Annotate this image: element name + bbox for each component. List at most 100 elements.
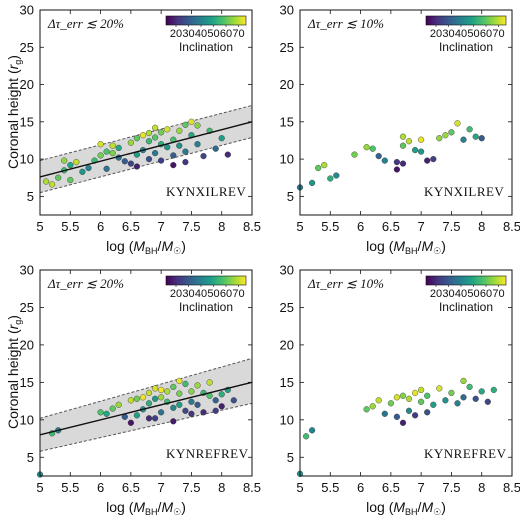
- data-point: [176, 142, 183, 149]
- colorbar-tick-label: 70: [232, 28, 244, 40]
- y-tick-label: 25: [280, 40, 294, 55]
- data-point: [472, 133, 479, 140]
- fit-line: [39, 381, 253, 436]
- data-point: [127, 419, 134, 426]
- data-point: [369, 145, 376, 152]
- colorbar-tick-label: 30: [442, 28, 454, 40]
- data-point: [412, 147, 419, 154]
- x-tick-label: 7: [418, 219, 425, 234]
- data-point: [121, 158, 128, 165]
- colorbar-tick-label: 60: [220, 288, 232, 300]
- data-point: [218, 403, 225, 410]
- data-point: [466, 383, 473, 391]
- data-point: [170, 418, 177, 425]
- data-point: [381, 410, 388, 417]
- x-tick-label: 5.5: [61, 480, 79, 495]
- error-condition-label: Δτ_err ≲ 20%: [47, 276, 124, 291]
- plot-frame: [39, 269, 253, 477]
- x-tick-label: 5: [36, 219, 43, 234]
- data-point: [176, 377, 183, 385]
- data-point: [176, 401, 183, 408]
- data-point: [460, 394, 467, 401]
- colorbar-label: Inclination: [179, 40, 233, 54]
- error-condition-label: Δτ_err ≲ 10%: [307, 16, 384, 31]
- x-tick-label: 5: [36, 480, 43, 495]
- colorbar-gradient: [425, 275, 507, 286]
- x-tick-label: 7.5: [442, 480, 460, 495]
- colorbar-tick-label: 40: [455, 28, 467, 40]
- data-point: [448, 389, 455, 397]
- data-point: [309, 179, 316, 187]
- y-axis-label: Coronal height (rg): [5, 55, 23, 169]
- data-point: [170, 152, 177, 159]
- colorbar-gradient: [425, 15, 507, 26]
- x-axis-label: log (MBH/M☉): [366, 238, 446, 256]
- data-point: [164, 144, 171, 151]
- data-point: [103, 410, 110, 417]
- data-point: [230, 397, 237, 404]
- data-point: [430, 156, 437, 163]
- data-point: [436, 385, 443, 392]
- data-point: [472, 395, 479, 402]
- y-tick-label: 10: [20, 152, 34, 167]
- data-point: [375, 153, 382, 160]
- x-tick-label: 7: [158, 480, 165, 495]
- colorbar-label: Inclination: [439, 40, 493, 54]
- data-point: [369, 403, 376, 410]
- colorbar-tick-label: 50: [207, 28, 219, 40]
- x-tick-label: 7: [158, 219, 165, 234]
- data-point: [424, 392, 431, 399]
- model-label: KYNREFREV: [424, 446, 507, 461]
- data-point: [133, 395, 141, 402]
- data-point: [418, 398, 425, 405]
- data-point: [145, 400, 153, 407]
- data-point: [424, 157, 431, 164]
- data-point: [418, 136, 425, 143]
- x-tick-label: 8: [478, 219, 485, 234]
- data-point: [133, 135, 141, 142]
- x-tick-label: 6: [357, 480, 364, 495]
- data-point: [158, 157, 165, 164]
- data-point: [109, 405, 116, 412]
- y-tick-label: 30: [20, 3, 34, 18]
- y-tick-label: 10: [280, 152, 294, 167]
- data-point: [412, 389, 419, 397]
- x-tick-label: 8: [478, 480, 485, 495]
- data-point: [176, 390, 183, 397]
- x-tick-label: 5.5: [61, 219, 79, 234]
- data-point: [327, 175, 334, 182]
- data-point: [381, 157, 388, 164]
- data-point: [182, 121, 189, 128]
- data-point: [152, 395, 159, 402]
- data-point: [127, 139, 134, 146]
- error-condition-label: Δτ_err ≲ 20%: [47, 16, 124, 31]
- x-tick-label: 8: [218, 219, 225, 234]
- x-tick-label: 5: [296, 480, 303, 495]
- data-point: [399, 160, 407, 167]
- colorbar-tick-label: 20: [170, 28, 182, 40]
- data-point: [170, 383, 177, 391]
- data-point: [212, 397, 219, 404]
- data-point: [152, 134, 159, 141]
- x-tick-label: 8.5: [243, 219, 261, 234]
- data-point: [478, 135, 485, 142]
- data-point: [399, 419, 407, 426]
- data-point: [375, 397, 382, 404]
- data-point: [158, 129, 165, 136]
- band-upper-edge: [39, 104, 253, 162]
- data-point: [188, 388, 195, 395]
- data-point: [466, 126, 473, 133]
- model-label: KYNXILREV: [166, 184, 246, 199]
- data-point: [418, 386, 425, 394]
- y-tick-label: 30: [20, 263, 34, 278]
- error-condition-label: Δτ_err ≲ 10%: [307, 276, 384, 291]
- colorbar-tick-label: 60: [220, 28, 232, 40]
- data-point: [109, 150, 116, 157]
- model-label: KYNREFREV: [166, 446, 249, 461]
- y-tick-label: 15: [280, 114, 294, 129]
- x-tick-label: 6.5: [382, 480, 400, 495]
- uncertainty-band: [40, 358, 252, 452]
- colorbar-tick-label: 40: [455, 288, 467, 300]
- x-tick-label: 6.5: [122, 219, 140, 234]
